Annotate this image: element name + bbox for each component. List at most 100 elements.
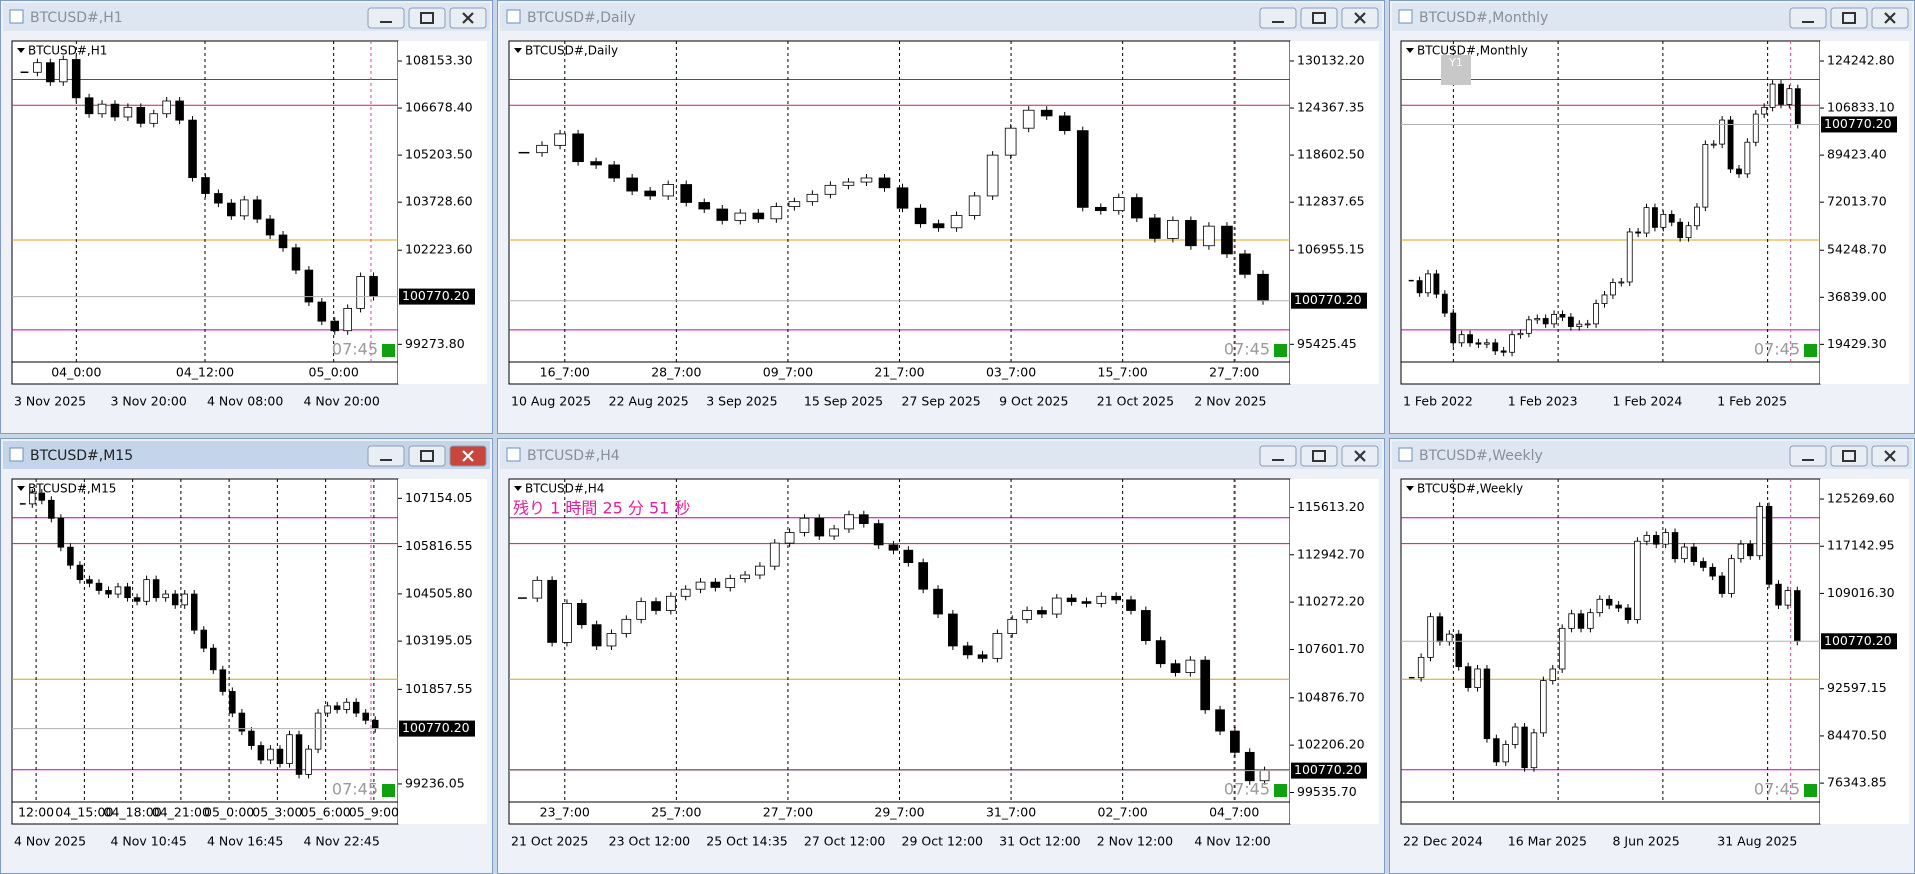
candle: [1596, 598, 1604, 614]
date-label: 8 Jun 2025: [1613, 834, 1680, 849]
candle: [1058, 115, 1071, 132]
candle: [591, 624, 602, 647]
candle: [1502, 744, 1509, 763]
candle: [201, 177, 210, 194]
maximize-button[interactable]: [1300, 7, 1338, 29]
candle: [46, 62, 55, 83]
minimize-button-bg[interactable]: [1259, 7, 1297, 29]
minimize-button[interactable]: [1789, 445, 1827, 467]
candle: [200, 629, 208, 649]
minimize-button-bg[interactable]: [367, 7, 405, 29]
candle: [1765, 506, 1773, 585]
chart-label-arrow: [514, 486, 522, 491]
candle: [1744, 141, 1751, 175]
candle: [1203, 225, 1215, 247]
candle: [333, 705, 341, 710]
maximize-button-bg[interactable]: [1300, 7, 1338, 29]
candle: [291, 247, 301, 271]
title-bar: [500, 441, 1382, 469]
candle: [824, 184, 837, 195]
time-strip: [1400, 801, 1821, 825]
candle: [295, 734, 303, 775]
candle: [265, 218, 275, 236]
candle: [1709, 566, 1716, 577]
minimize-button-bg[interactable]: [1789, 445, 1827, 467]
candle: [1051, 597, 1062, 615]
period-badge-bg[interactable]: [1441, 55, 1471, 85]
candle: [1149, 217, 1161, 239]
candle: [1155, 640, 1166, 665]
date-label: 3 Nov 2025: [14, 394, 86, 409]
candle: [369, 276, 378, 297]
date-label: 4 Nov 2025: [14, 834, 86, 849]
chart-label: BTCUSD#,H1: [28, 44, 107, 58]
maximize-button[interactable]: [408, 7, 446, 29]
time-label: 31_7:00: [986, 805, 1036, 820]
candle: [1718, 575, 1726, 594]
current-price-label: 100770.20: [1824, 116, 1892, 131]
candle: [317, 301, 327, 322]
status-indicator: [382, 344, 395, 357]
close-button[interactable]: [449, 7, 487, 29]
candle: [58, 59, 68, 83]
candle: [48, 499, 55, 519]
close-button[interactable]: [449, 445, 487, 467]
clock: 07:45: [1754, 780, 1800, 799]
chart-label: BTCUSD#,Daily: [525, 44, 618, 58]
minimize-button[interactable]: [1259, 445, 1297, 467]
maximize-button-bg[interactable]: [1830, 7, 1868, 29]
minimize-button[interactable]: [367, 7, 405, 29]
maximize-button[interactable]: [408, 445, 446, 467]
candle: [1609, 282, 1616, 296]
candle: [1140, 610, 1151, 642]
period-badge[interactable]: Y1: [1448, 56, 1463, 69]
maximize-button[interactable]: [1830, 445, 1868, 467]
candle: [1778, 83, 1784, 105]
minimize-button-bg[interactable]: [1789, 7, 1827, 29]
date-label: 21 Oct 2025: [1097, 394, 1174, 409]
date-label: 10 Aug 2025: [511, 394, 591, 409]
candle: [1417, 656, 1425, 679]
minimize-button-bg[interactable]: [1259, 445, 1297, 467]
maximize-button[interactable]: [1300, 445, 1338, 467]
chart-label-arrow: [514, 48, 522, 53]
close-glyph: [1884, 450, 1896, 462]
candle: [1112, 197, 1125, 212]
maximize-button-bg[interactable]: [408, 7, 446, 29]
candle: [806, 193, 819, 203]
maximize-button-bg[interactable]: [1830, 445, 1868, 467]
candle: [133, 597, 141, 602]
close-glyph: [1354, 12, 1366, 24]
price-label: 19429.30: [1827, 336, 1887, 351]
candle: [1185, 220, 1197, 247]
price-label: 108153.30: [405, 52, 473, 67]
candle: [171, 593, 179, 606]
candle: [1685, 225, 1692, 239]
time-label: 21_7:00: [874, 365, 924, 380]
candle: [1534, 318, 1541, 321]
close-button[interactable]: [1341, 7, 1379, 29]
date-label: 31 Aug 2025: [1717, 834, 1797, 849]
minimize-button[interactable]: [1789, 7, 1827, 29]
minimize-button[interactable]: [367, 445, 405, 467]
candle: [608, 164, 620, 179]
minimize-button[interactable]: [1259, 7, 1297, 29]
candle: [1775, 583, 1782, 606]
close-button[interactable]: [1871, 7, 1909, 29]
maximize-button-bg[interactable]: [408, 445, 446, 467]
minimize-button-bg[interactable]: [367, 445, 405, 467]
candle: [1464, 666, 1472, 688]
candle: [1635, 231, 1642, 234]
current-price-box: [399, 720, 475, 737]
maximize-button[interactable]: [1830, 7, 1868, 29]
candle: [1004, 127, 1017, 156]
candle: [968, 195, 981, 216]
candle: [1567, 316, 1574, 327]
close-button[interactable]: [1341, 445, 1379, 467]
maximize-button-bg[interactable]: [1300, 445, 1338, 467]
countdown: 残り 1 時間 25 分 51 秒: [513, 499, 690, 518]
status-indicator: [1804, 344, 1817, 357]
candle: [1230, 730, 1240, 753]
candle: [1441, 293, 1448, 314]
close-button[interactable]: [1871, 445, 1909, 467]
